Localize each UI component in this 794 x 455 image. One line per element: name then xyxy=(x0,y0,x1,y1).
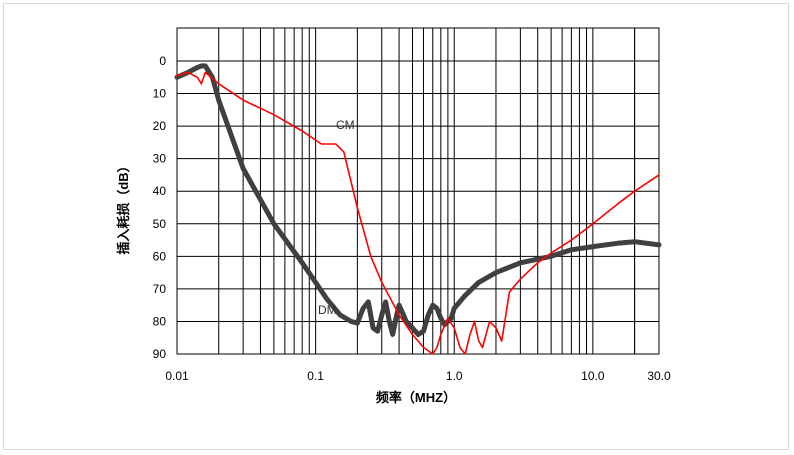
y-tick-label: 90 xyxy=(153,347,167,361)
x-tick-label: 0.1 xyxy=(307,369,324,383)
y-tick-label: 30 xyxy=(153,152,167,166)
y-tick-label: 0 xyxy=(159,54,166,68)
y-tick-label: 10 xyxy=(153,87,167,101)
series-layer xyxy=(174,63,662,355)
x-axis-title: 频率（MHZ） xyxy=(376,390,456,405)
x-tick-label: 10.0 xyxy=(581,369,605,383)
y-tick-label: 40 xyxy=(153,184,167,198)
y-tick-label: 70 xyxy=(153,282,167,296)
x-tick-label: 30.0 xyxy=(647,369,671,383)
horizontal-gridlines xyxy=(177,60,659,355)
y-axis-title: 插入耗损（dB） xyxy=(116,159,131,254)
y-tick-label: 20 xyxy=(153,119,167,133)
chart-frame xyxy=(3,3,789,450)
y-tick-label: 80 xyxy=(153,314,167,328)
series-line-cm xyxy=(176,71,660,355)
series-label-cm: CM xyxy=(336,118,355,132)
series-label-dm: DM xyxy=(318,303,337,317)
y-tick-label: 50 xyxy=(153,217,167,231)
x-tick-labels: 0.01 0.1 1.0 10.0 30.0 xyxy=(165,369,671,383)
x-tick-label: 1.0 xyxy=(446,369,463,383)
y-tick-label: 60 xyxy=(153,249,167,263)
y-tick-labels: 0 10 20 30 40 50 60 70 80 90 xyxy=(153,54,167,361)
x-tick-label: 0.01 xyxy=(165,369,189,383)
